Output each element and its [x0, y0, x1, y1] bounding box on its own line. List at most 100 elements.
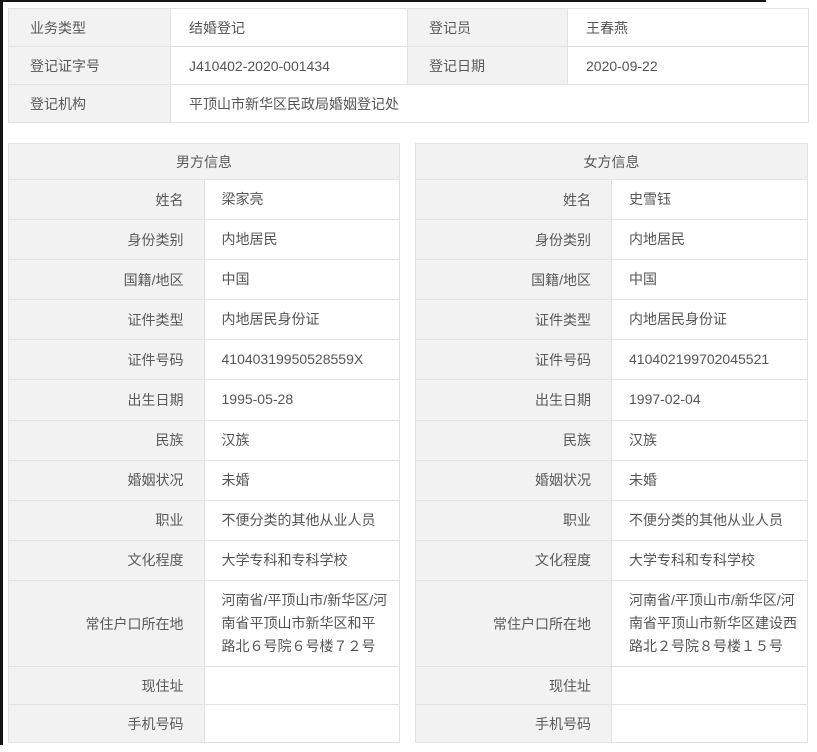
table-row: 证件类型 内地居民身份证 — [415, 299, 808, 341]
field-value: 不便分类的其他从业人员 — [203, 499, 400, 541]
field-label: 职业 — [8, 499, 205, 541]
field-value: 大学专科和专科学校 — [611, 539, 808, 581]
female-info-table: 女方信息 姓名 史雪钰 身份类别 内地居民 国籍/地区 中国 证件类型 内地居民身份证 证件号码… — [415, 143, 808, 744]
table-row: 国籍/地区 中国 — [8, 259, 400, 301]
table-row: 证件类型 内地居民身份证 — [8, 299, 400, 341]
field-value: 1995-05-28 — [203, 379, 400, 421]
table-row: 职业 不便分类的其他从业人员 — [415, 499, 808, 541]
field-label: 常住户口所在地 — [415, 579, 612, 668]
field-value: 内地居民 — [611, 219, 808, 261]
field-label: 民族 — [8, 419, 205, 461]
table-row: 常住户口所在地 河南省/平顶山市/新华区/河南省平顶山市新华区建设西路北２号院８号… — [415, 579, 808, 668]
field-value: 汉族 — [611, 419, 808, 461]
field-value — [611, 704, 808, 744]
field-value: 中国 — [203, 259, 400, 301]
registration-summary-table: 业务类型 结婚登记 登记员 王春燕 登记证字号 J410402-2020-001… — [8, 8, 809, 123]
table-row: 文化程度 大学专科和专科学校 — [8, 539, 400, 581]
field-value — [203, 666, 400, 706]
table-row: 文化程度 大学专科和专科学校 — [415, 539, 808, 581]
field-value: 未婚 — [611, 459, 808, 501]
table-row: 证件号码 41040319950528559X — [8, 339, 400, 381]
field-label: 出生日期 — [415, 379, 612, 421]
field-value: 内地居民 — [203, 219, 400, 261]
table-row: 民族 汉族 — [415, 419, 808, 461]
field-label: 出生日期 — [8, 379, 205, 421]
cert-no-value: J410402-2020-001434 — [170, 46, 408, 85]
field-label: 国籍/地区 — [415, 259, 612, 301]
field-value: 内地居民身份证 — [203, 299, 400, 341]
table-row: 国籍/地区 中国 — [415, 259, 808, 301]
table-row: 出生日期 1995-05-28 — [8, 379, 400, 421]
person-info-section: 男方信息 姓名 梁家亮 身份类别 内地居民 国籍/地区 中国 证件类型 内地居民身份证 证件号码… — [8, 143, 808, 744]
table-row: 常住户口所在地 河南省/平顶山市/新华区/河南省平顶山市新华区和平路北６号院６号楼… — [8, 579, 400, 668]
field-value: 41040319950528559X — [203, 339, 400, 381]
table-row: 职业 不便分类的其他从业人员 — [8, 499, 400, 541]
field-value: 史雪钰 — [611, 178, 808, 221]
table-row: 姓名 梁家亮 — [8, 178, 400, 221]
registrar-label: 登记员 — [407, 8, 568, 47]
registrar-value: 王春燕 — [567, 8, 809, 47]
table-row: 身份类别 内地居民 — [415, 219, 808, 261]
field-label: 文化程度 — [8, 539, 205, 581]
marriage-registration-record: 业务类型 结婚登记 登记员 王春燕 登记证字号 J410402-2020-001… — [8, 8, 809, 744]
field-label: 姓名 — [415, 178, 612, 221]
business-type-value: 结婚登记 — [170, 8, 408, 47]
table-row: 登记机构 平顶山市新华区民政局婚姻登记处 — [8, 84, 809, 123]
field-label: 身份类别 — [8, 219, 205, 261]
field-value: 大学专科和专科学校 — [203, 539, 400, 581]
male-info-table: 男方信息 姓名 梁家亮 身份类别 内地居民 国籍/地区 中国 证件类型 内地居民身份证 证件号码… — [8, 143, 400, 744]
field-label: 国籍/地区 — [8, 259, 205, 301]
table-row: 业务类型 结婚登记 登记员 王春燕 — [8, 8, 809, 47]
field-label: 证件号码 — [415, 339, 612, 381]
window-edge-left — [0, 0, 3, 745]
male-info-title: 男方信息 — [8, 143, 400, 180]
field-value: 内地居民身份证 — [611, 299, 808, 341]
field-label: 文化程度 — [415, 539, 612, 581]
table-row: 现住址 — [415, 666, 808, 706]
field-label: 民族 — [415, 419, 612, 461]
field-value: 未婚 — [203, 459, 400, 501]
field-label: 证件类型 — [415, 299, 612, 341]
table-row: 婚姻状况 未婚 — [415, 459, 808, 501]
field-label: 身份类别 — [415, 219, 612, 261]
field-label: 现住址 — [415, 666, 612, 706]
field-label: 常住户口所在地 — [8, 579, 205, 668]
authority-value: 平顶山市新华区民政局婚姻登记处 — [170, 84, 809, 123]
field-value: 410402199702045521 — [611, 339, 808, 381]
field-value — [611, 666, 808, 706]
business-type-label: 业务类型 — [8, 8, 171, 47]
table-row: 手机号码 — [8, 704, 400, 744]
field-label: 手机号码 — [415, 704, 612, 744]
table-row: 现住址 — [8, 666, 400, 706]
field-label: 现住址 — [8, 666, 205, 706]
table-row: 婚姻状况 未婚 — [8, 459, 400, 501]
table-row: 登记证字号 J410402-2020-001434 登记日期 2020-09-2… — [8, 46, 809, 85]
female-info-title: 女方信息 — [415, 143, 808, 180]
cert-no-label: 登记证字号 — [8, 46, 171, 85]
window-edge-top — [0, 0, 766, 2]
table-row: 出生日期 1997-02-04 — [415, 379, 808, 421]
field-value: 中国 — [611, 259, 808, 301]
field-label: 婚姻状况 — [8, 459, 205, 501]
table-row: 证件号码 410402199702045521 — [415, 339, 808, 381]
reg-date-label: 登记日期 — [407, 46, 568, 85]
field-value: 汉族 — [203, 419, 400, 461]
field-value: 1997-02-04 — [611, 379, 808, 421]
field-label: 证件类型 — [8, 299, 205, 341]
field-value: 河南省/平顶山市/新华区/河南省平顶山市新华区和平路北６号院６号楼７２号 — [203, 579, 400, 668]
field-value — [203, 704, 400, 744]
table-header-row: 女方信息 — [415, 143, 808, 180]
reg-date-value: 2020-09-22 — [567, 46, 809, 85]
field-value: 河南省/平顶山市/新华区/河南省平顶山市新华区建设西路北２号院８号楼１５号 — [611, 579, 808, 668]
field-label: 证件号码 — [8, 339, 205, 381]
field-label: 职业 — [415, 499, 612, 541]
table-row: 民族 汉族 — [8, 419, 400, 461]
field-label: 手机号码 — [8, 704, 205, 744]
table-row: 身份类别 内地居民 — [8, 219, 400, 261]
field-label: 姓名 — [8, 178, 205, 221]
authority-label: 登记机构 — [8, 84, 171, 123]
table-row: 手机号码 — [415, 704, 808, 744]
field-value: 不便分类的其他从业人员 — [611, 499, 808, 541]
field-value: 梁家亮 — [203, 178, 400, 221]
field-label: 婚姻状况 — [415, 459, 612, 501]
